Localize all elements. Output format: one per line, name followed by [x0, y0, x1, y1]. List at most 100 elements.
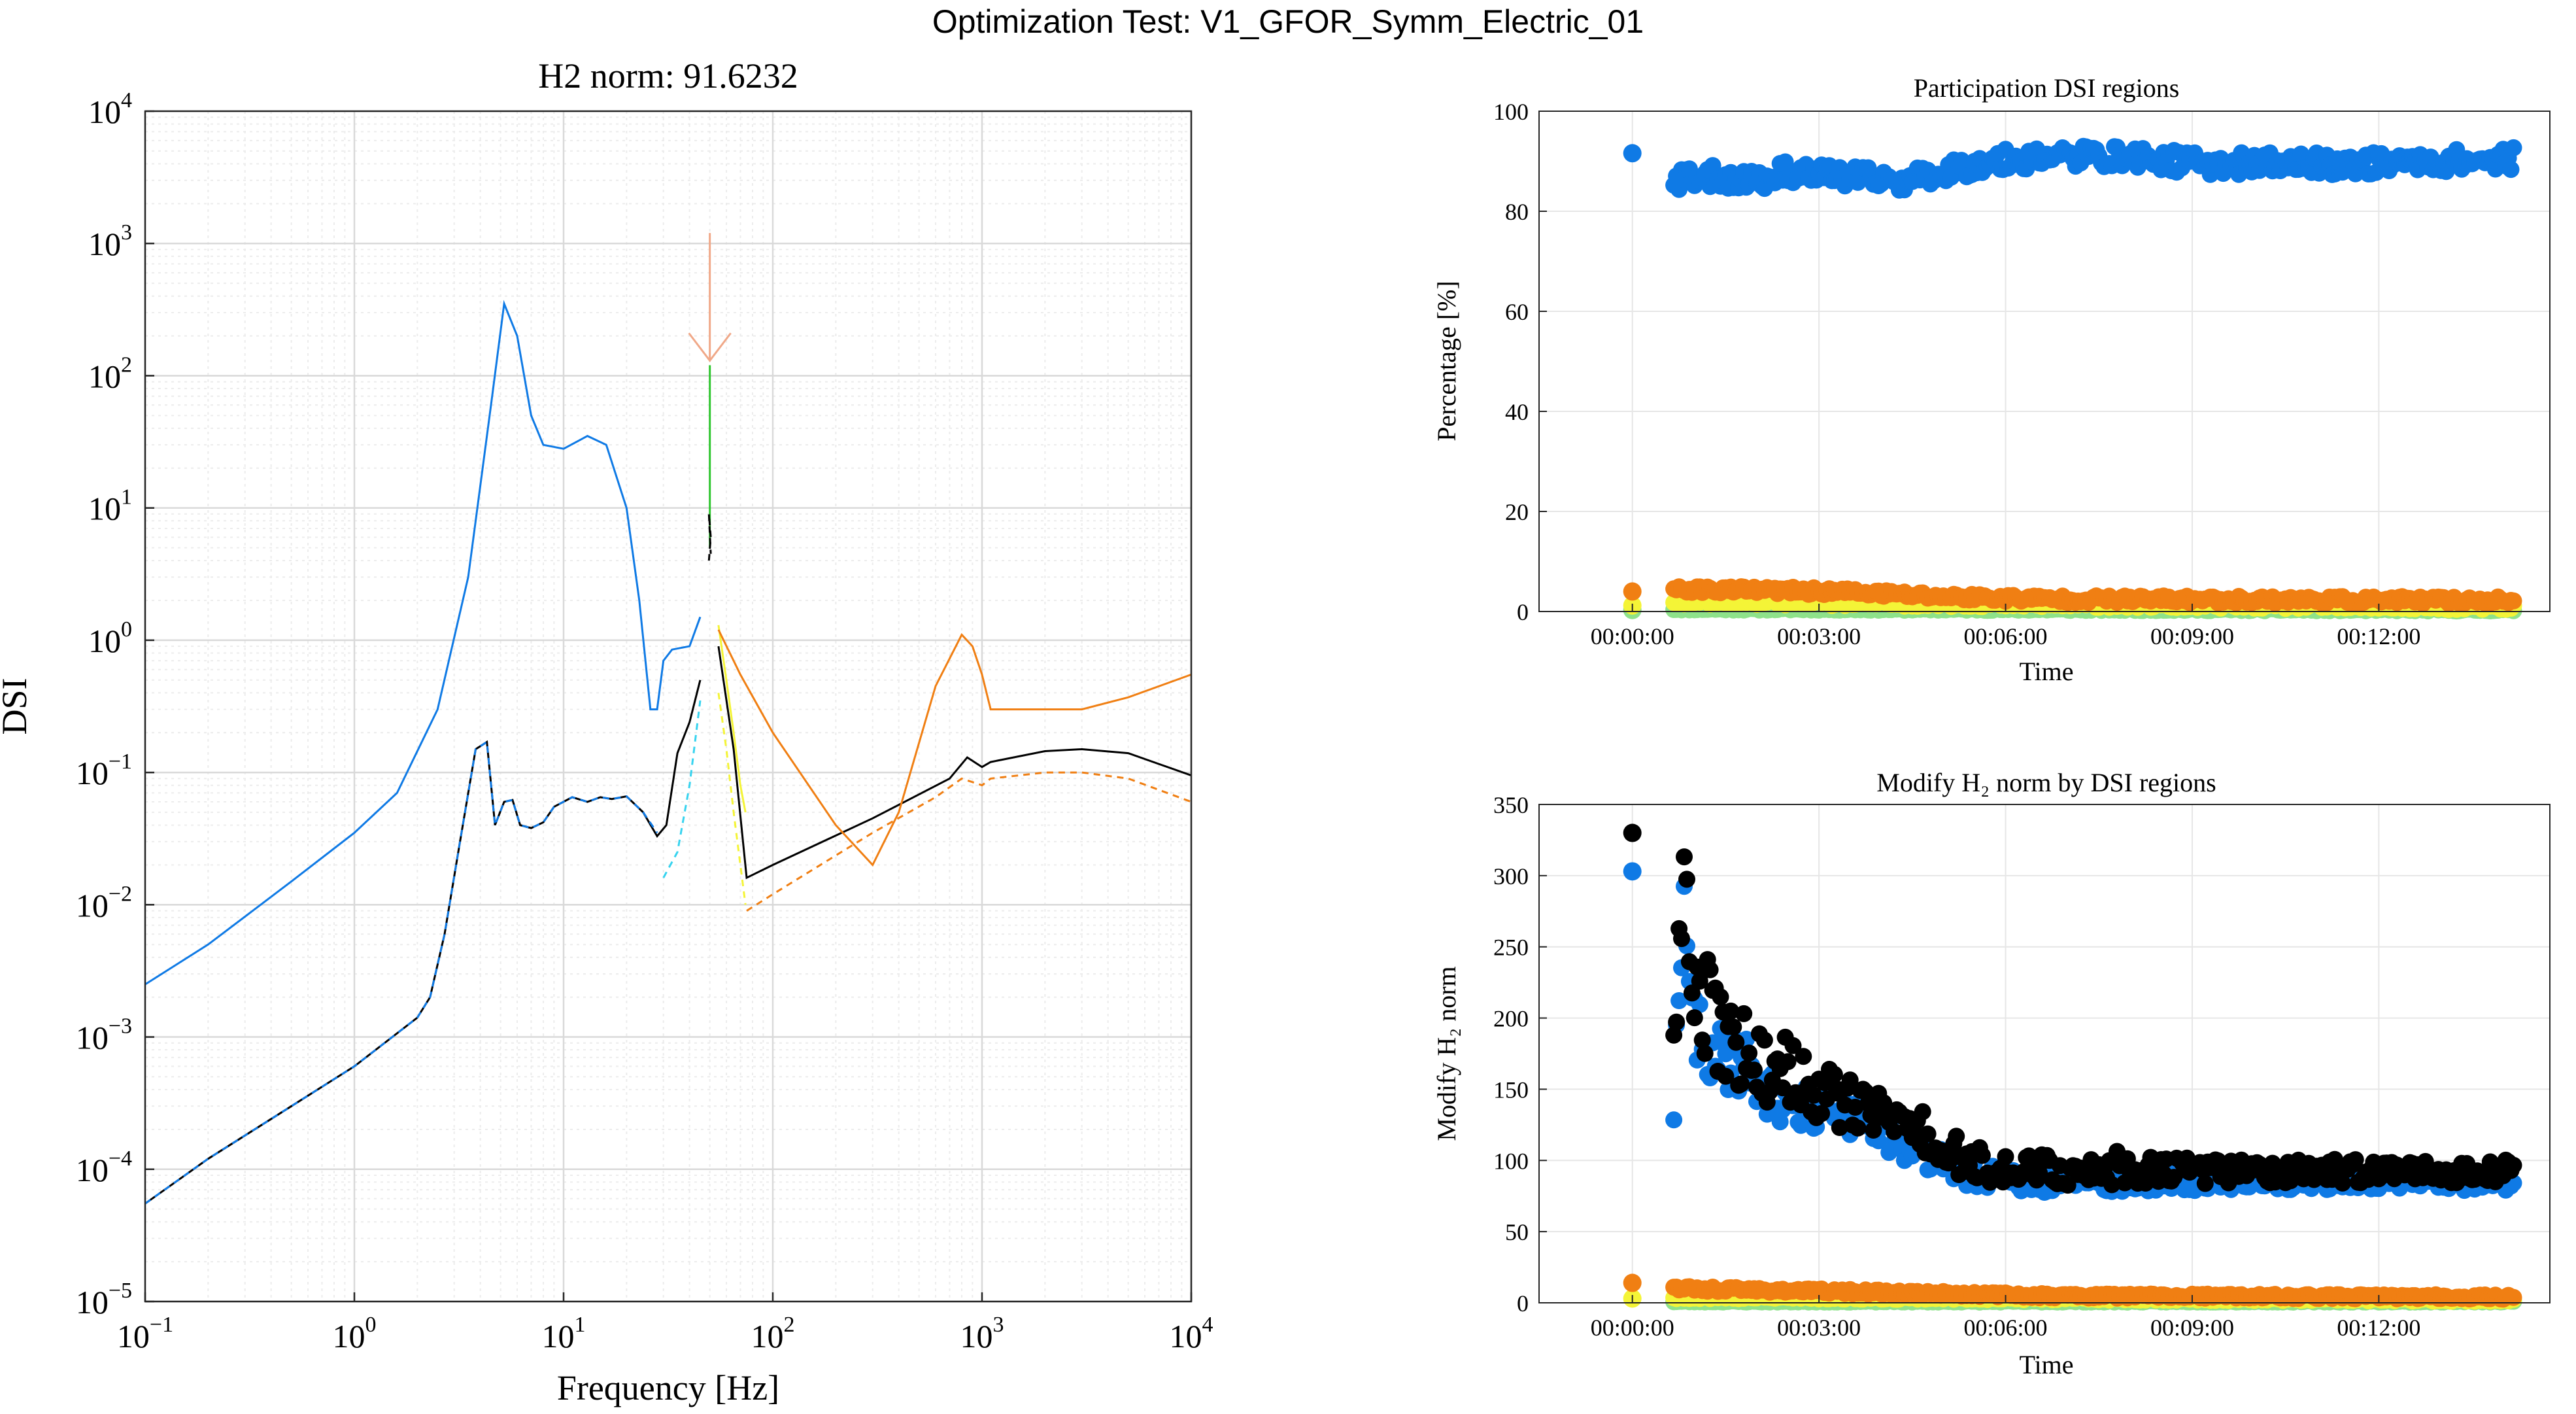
- y-tick-label: 50: [1505, 1219, 1529, 1245]
- point-black: [1755, 1031, 1773, 1049]
- dsi-y-tick-base: 10: [88, 358, 121, 394]
- dsi-x-tick-exponent: 4: [1202, 1313, 1213, 1337]
- x-tick-label: 00:00:00: [1591, 623, 1674, 649]
- y-tick-label: 0: [1517, 599, 1529, 625]
- y-tick-label: 40: [1505, 399, 1529, 425]
- x-tick-label: 00:03:00: [1777, 1315, 1861, 1341]
- dsi-x-tick-exponent: 1: [575, 1313, 586, 1337]
- point-black: [1740, 1044, 1758, 1062]
- dsi-y-tick-label: 10−1: [76, 750, 132, 791]
- dsi-y-tick-base: 10: [76, 1152, 109, 1188]
- dsi-y-tick-base: 10: [88, 226, 121, 262]
- dsi-series-cyan-3: [662, 700, 702, 878]
- point-black: [1774, 1079, 1791, 1097]
- dsi-y-tick-label: 101: [88, 485, 132, 527]
- dsi-y-tick-exponent: 0: [121, 617, 132, 642]
- dsi-y-tick-label: 103: [88, 220, 132, 262]
- dsi-y-tick-exponent: 4: [121, 88, 132, 112]
- y-tick-label: 300: [1493, 863, 1529, 889]
- dsi-axes-box: [144, 110, 1193, 1303]
- y-tick-label: 80: [1505, 199, 1529, 225]
- point-black: [1886, 1123, 1903, 1141]
- point-black: [2333, 1174, 2351, 1192]
- x-tick-label: 00:09:00: [2150, 623, 2234, 649]
- dsi-y-tick-label: 10−3: [76, 1014, 132, 1056]
- dsi-x-tick-exponent: 3: [993, 1313, 1004, 1337]
- point-orange: [2505, 592, 2522, 610]
- dsi-y-tick-exponent: 3: [121, 220, 132, 245]
- point-black: [1914, 1103, 1931, 1120]
- point-blue: [1665, 1111, 1683, 1129]
- point-black: [1846, 1099, 1864, 1116]
- dsi-y-tick-base: 10: [76, 1020, 109, 1056]
- point-black: [1678, 871, 1695, 888]
- y-tick-label: 150: [1493, 1077, 1529, 1103]
- point-black: [1691, 973, 1708, 990]
- dsi-y-tick-base: 10: [88, 623, 121, 659]
- initial-point-orange: [1623, 1273, 1642, 1292]
- point-black: [1784, 1037, 1802, 1054]
- dsi-plot-area: [145, 111, 1191, 1302]
- dsi-y-tick-exponent: 2: [121, 353, 132, 377]
- dsi-series-blue-0: [144, 300, 702, 986]
- h2norm-y-axis-label: Modify H₂ norm: [1432, 966, 1461, 1141]
- participation-x-axis-label: Time: [2019, 657, 2073, 686]
- point-black: [2347, 1151, 2364, 1169]
- y-tick-label: 20: [1505, 499, 1529, 525]
- point-black: [1997, 1148, 2014, 1165]
- point-black: [1875, 1094, 1893, 1112]
- dsi-chart: 10−1 100 101 102 103 10410−510−410−310−210−11…: [0, 56, 1213, 1407]
- point-black: [1696, 1044, 1714, 1062]
- point-black: [1735, 1005, 1753, 1022]
- dsi-series-group: [144, 300, 1192, 1205]
- point-black: [2059, 1177, 2076, 1194]
- dsi-arrow-head: [688, 332, 732, 362]
- point-black: [1973, 1147, 1991, 1164]
- x-tick-label: 00:03:00: [1777, 623, 1861, 649]
- dsi-series-black-5: [707, 513, 712, 561]
- point-black: [1805, 1086, 1823, 1104]
- dsi-y-axis-label: DSI: [0, 678, 34, 734]
- dsi-x-tick-label: 101: [542, 1313, 586, 1354]
- point-blue: [1670, 992, 1688, 1009]
- dsi-y-tick-label: 102: [88, 353, 132, 394]
- dsi-x-tick-exponent: 0: [365, 1313, 377, 1337]
- participation-chart: 00:00:00 00:03:00 00:06:00 00:09:00 00:12:00…: [1432, 73, 2551, 686]
- h2norm-x-axis-label: Time: [2019, 1350, 2073, 1379]
- y-tick-label: 250: [1493, 935, 1529, 961]
- y-tick-label: 100: [1493, 99, 1529, 125]
- dsi-y-tick-exponent: −2: [109, 882, 132, 906]
- dsi-grid: [144, 110, 1193, 1303]
- point-black: [2505, 1156, 2522, 1174]
- dsi-y-tick-base: 10: [76, 1284, 109, 1320]
- point-black: [1676, 848, 1693, 866]
- y-tick-label: 0: [1517, 1290, 1529, 1317]
- point-black: [1779, 1053, 1797, 1071]
- x-tick-label: 00:00:00: [1591, 1315, 1674, 1341]
- point-black: [1919, 1125, 1937, 1143]
- point-black: [1665, 1026, 1683, 1044]
- dsi-x-tick-label: 103: [960, 1313, 1004, 1354]
- point-black: [1686, 1009, 1703, 1027]
- x-tick-label: 00:12:00: [2337, 623, 2420, 649]
- point-black: [1712, 988, 1729, 1006]
- point-black: [1668, 1013, 1686, 1031]
- dsi-y-tick-base: 10: [88, 94, 121, 130]
- point-black: [1673, 930, 1690, 948]
- x-tick-label: 00:12:00: [2337, 1315, 2420, 1341]
- participation-y-axis-label: Percentage [%]: [1432, 281, 1461, 441]
- dsi-y-tick-exponent: 1: [121, 485, 132, 509]
- initial-point-blue: [1623, 144, 1642, 163]
- point-blue: [2502, 161, 2520, 179]
- dsi-series-yellow-6: [717, 625, 747, 813]
- dsi-y-tick-base: 10: [76, 887, 109, 923]
- point-black: [1948, 1128, 1965, 1145]
- point-black: [1746, 1061, 1763, 1079]
- dsi-x-tick-exponent: −1: [150, 1313, 173, 1337]
- dsi-y-tick-base: 10: [88, 491, 121, 527]
- point-black: [1831, 1119, 1848, 1136]
- point-black: [1825, 1065, 1843, 1083]
- dsi-marker-arrow: [688, 233, 732, 362]
- dsi-series-blue-2: [144, 740, 658, 1205]
